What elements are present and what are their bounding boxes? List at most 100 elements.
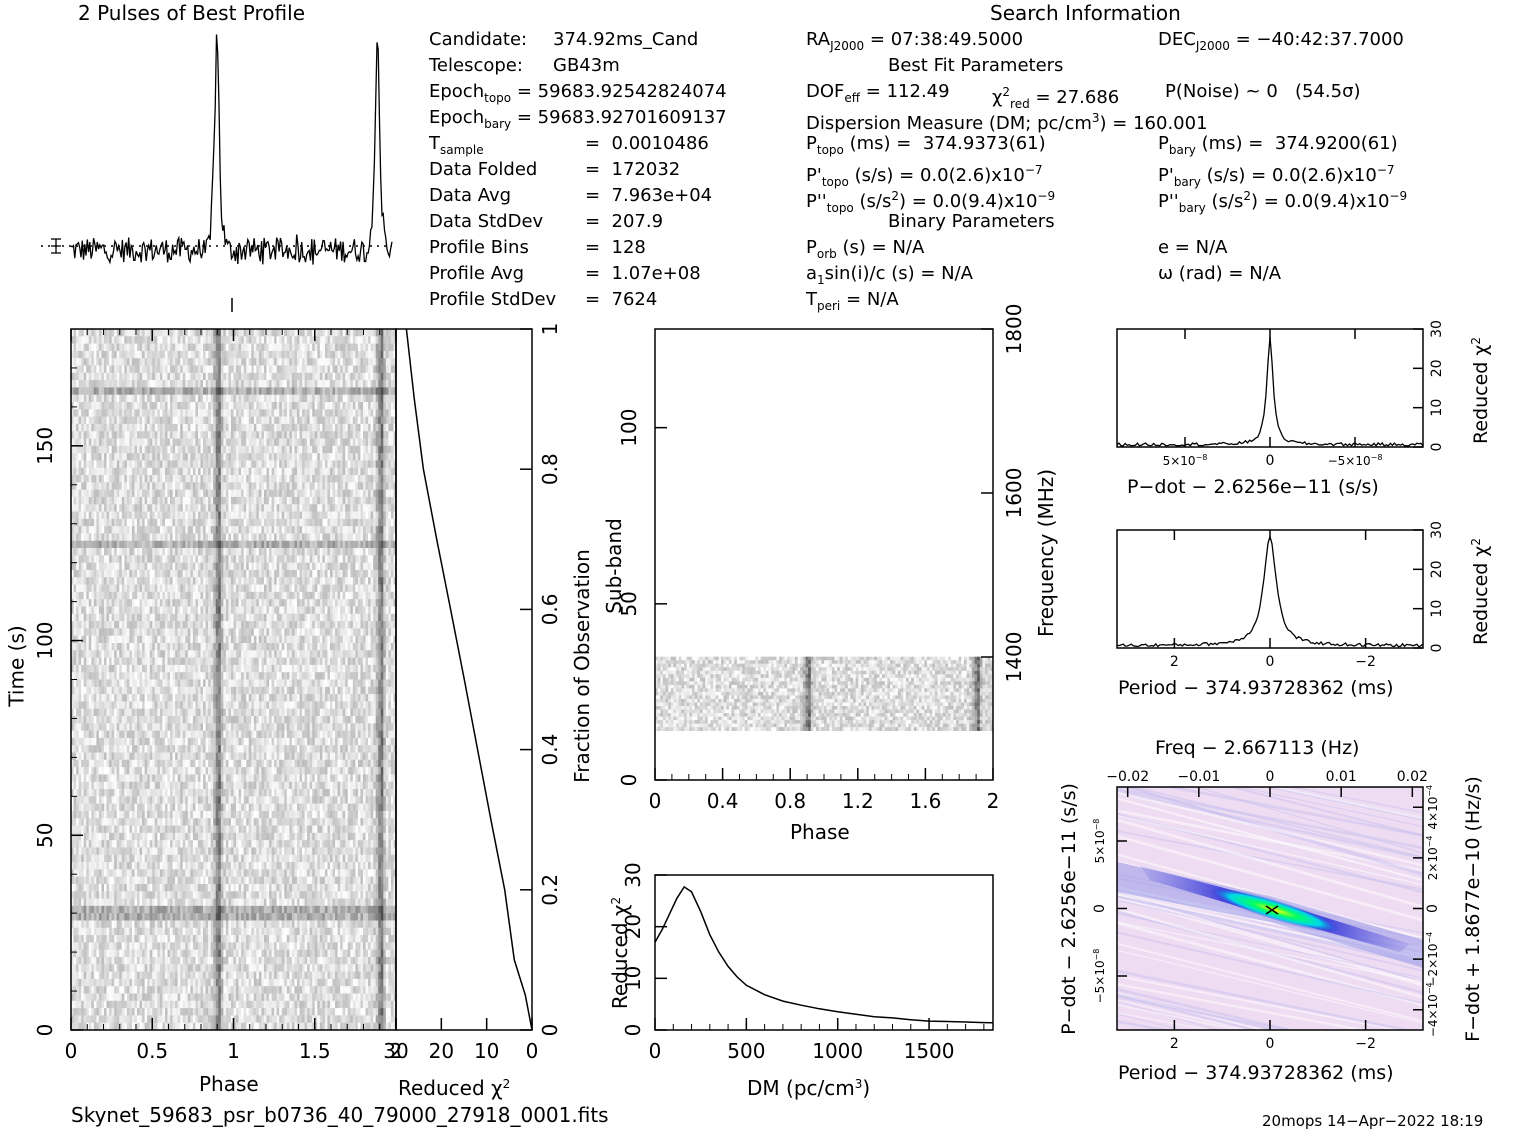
time-phase-cell: [390, 482, 394, 490]
time-phase-cell: [322, 387, 326, 396]
time-phase-cell: [236, 453, 239, 461]
time-phase-cell: [180, 387, 184, 396]
time-phase-cell: [192, 343, 196, 352]
time-phase-cell: [233, 540, 237, 549]
time-phase-cell: [175, 350, 178, 359]
time-phase-cell: [129, 445, 133, 454]
time-phase-cell: [83, 365, 87, 374]
time-phase-cell: [98, 402, 102, 410]
time-phase-cell: [134, 591, 138, 600]
time-phase-cell: [276, 460, 280, 469]
time-phase-cell: [345, 584, 349, 593]
time-phase-cell: [335, 518, 338, 527]
time-phase-cell: [281, 423, 285, 432]
time-phase-cell: [243, 489, 247, 498]
time-phase-cell: [119, 416, 123, 425]
time-phase-cell: [347, 329, 351, 337]
time-phase-cell: [154, 423, 158, 432]
time-phase-cell: [274, 453, 277, 461]
time-phase-cell: [78, 416, 82, 425]
time-phase-cell: [197, 336, 201, 344]
time-phase-cell: [213, 387, 217, 396]
time-phase-cell: [319, 606, 323, 615]
time-phase-cell: [182, 336, 186, 344]
time-phase-cell: [126, 402, 130, 410]
time-phase-cell: [314, 540, 318, 549]
time-phase-cell: [302, 380, 305, 388]
time-phase-cell: [299, 504, 303, 512]
time-phase-cell: [121, 533, 125, 542]
time-phase-cell: [246, 489, 250, 498]
time-phase-cell: [131, 467, 135, 476]
time-phase-cell: [241, 504, 244, 512]
time-phase-cell: [269, 460, 272, 469]
time-phase-cell: [101, 555, 105, 563]
time-phase-cell: [164, 329, 168, 337]
time-phase-cell: [347, 562, 351, 571]
time-phase-cell: [243, 423, 247, 432]
time-phase-cell: [200, 562, 204, 571]
time-phase-cell: [312, 380, 316, 388]
time-phase-cell: [190, 453, 194, 461]
time-phase-cell: [324, 540, 328, 549]
time-phase-cell: [276, 409, 280, 417]
time-phase-cell: [185, 445, 189, 454]
time-phase-cell: [304, 365, 308, 374]
time-phase-cell: [76, 453, 79, 461]
time-phase-cell: [76, 599, 79, 607]
time-phase-cell: [162, 496, 166, 505]
time-phase-cell: [263, 540, 267, 549]
time-phase-cell: [147, 343, 151, 352]
time-phase-cell: [114, 409, 117, 417]
time-phase-cell: [197, 409, 201, 417]
time-phase-cell: [246, 380, 250, 388]
time-phase-cell: [342, 394, 346, 403]
time-phase-cell: [86, 460, 90, 469]
time-phase-cell: [116, 445, 120, 454]
time-phase-cell: [253, 511, 257, 520]
time-phase-cell: [261, 372, 265, 381]
time-phase-cell: [71, 504, 74, 512]
time-phase-cell: [119, 518, 123, 527]
time-phase-cell: [73, 336, 77, 344]
time-phase-cell: [200, 511, 204, 520]
time-phase-cell: [83, 409, 87, 417]
time-phase-cell: [121, 423, 125, 432]
time-phase-cell: [365, 387, 369, 396]
time-phase-cell: [294, 496, 298, 505]
time-phase-cell: [223, 555, 227, 563]
time-phase-cell: [187, 409, 191, 417]
time-phase-cell: [137, 416, 140, 425]
time-phase-cell: [116, 329, 120, 337]
time-phase-cell: [76, 460, 79, 469]
time-phase-cell: [159, 533, 163, 542]
time-phase-cell: [337, 526, 341, 534]
time-phase-cell: [284, 409, 288, 417]
time-phase-cell: [81, 599, 84, 607]
time-phase-cell: [131, 584, 135, 593]
time-phase-cell: [78, 591, 82, 600]
time-phase-cell: [350, 606, 354, 615]
time-phase-cell: [225, 540, 229, 549]
time-phase-cell: [368, 350, 371, 359]
time-phase-cell: [307, 394, 310, 403]
time-phase-cell: [233, 365, 237, 374]
time-phase-cell: [195, 496, 199, 505]
time-phase-cell: [337, 548, 341, 556]
time-phase-cell: [362, 372, 366, 381]
time-phase-cell: [357, 475, 361, 483]
time-phase-cell: [106, 496, 110, 505]
time-phase-cell: [83, 496, 87, 505]
time-phase-cell: [116, 402, 120, 410]
time-phase-cell: [76, 329, 79, 337]
time-phase-cell: [225, 562, 229, 571]
time-phase-cell: [203, 445, 206, 454]
time-phase-cell: [162, 343, 166, 352]
time-phase-cell: [195, 599, 199, 607]
time-phase-cell: [309, 329, 313, 337]
time-phase-cell: [131, 504, 135, 512]
time-phase-cell: [144, 460, 148, 469]
time-phase-cell: [243, 511, 247, 520]
time-phase-cell: [225, 394, 229, 403]
time-phase-cell: [210, 533, 214, 542]
